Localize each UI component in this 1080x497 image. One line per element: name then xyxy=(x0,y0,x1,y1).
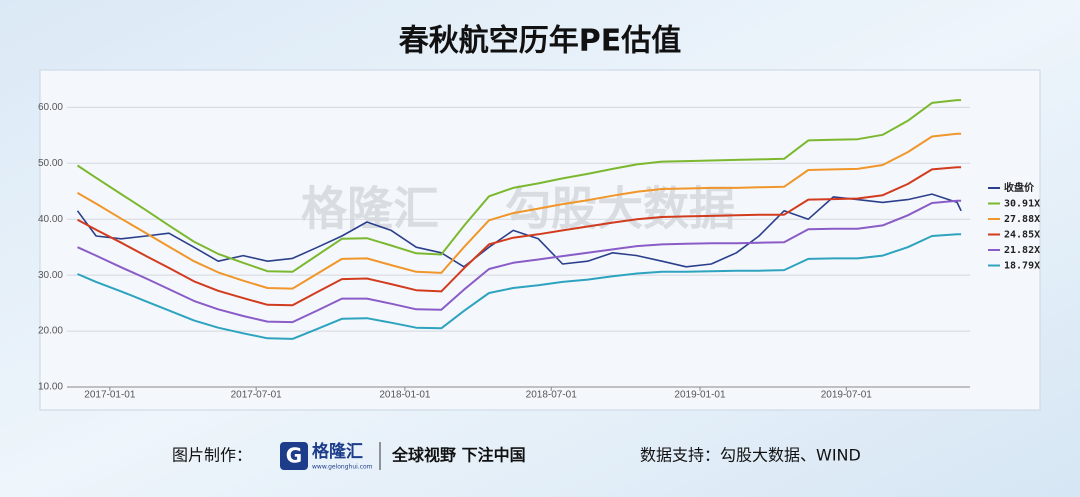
footer-site: www.gelonghui.com xyxy=(312,464,373,471)
logo-letter: G xyxy=(286,444,302,468)
legend-label: 27.88X xyxy=(1004,214,1040,225)
x-tick-label: 2018-07-01 xyxy=(526,390,578,401)
footer-slogan: 全球视野 下注中国 xyxy=(391,446,526,465)
legend-label: 24.85X xyxy=(1004,230,1040,241)
footer-label: 图片制作： xyxy=(172,446,252,465)
y-tick-label: 60.00 xyxy=(38,102,63,113)
pe-band-line xyxy=(77,166,962,307)
footer-brand: 格隆汇 xyxy=(312,441,363,462)
y-tick-label: 30.00 xyxy=(38,270,63,281)
x-tick-label: 2017-07-01 xyxy=(231,390,283,401)
pe-band-line xyxy=(76,99,962,273)
y-tick-label: 40.00 xyxy=(38,214,63,225)
pe-band-line xyxy=(77,233,962,340)
y-tick-label: 10.00 xyxy=(38,382,63,393)
y-tick-label: 20.00 xyxy=(38,326,63,337)
legend-label: 30.91X xyxy=(1004,199,1040,210)
y-tick-label: 50.00 xyxy=(38,158,63,169)
x-tick-label: 2018-01-01 xyxy=(379,390,431,401)
watermark: 格隆汇 xyxy=(301,182,439,236)
x-tick-label: 2019-07-01 xyxy=(821,390,873,401)
legend-label: 收盘价 xyxy=(1004,181,1035,194)
pe-band-line xyxy=(77,132,962,290)
pe-band-line xyxy=(77,199,962,324)
x-tick-label: 2019-01-01 xyxy=(674,390,726,401)
footer-source: 数据支持：勾股大数据、WIND xyxy=(640,446,861,465)
legend-label: 21.82X xyxy=(1004,245,1040,256)
chart-title: 春秋航空历年PE估值 xyxy=(399,24,681,59)
legend-label: 18.79X xyxy=(1004,261,1040,272)
x-tick-label: 2017-01-01 xyxy=(84,390,136,401)
logo-icon xyxy=(280,442,308,470)
price-line xyxy=(76,193,962,268)
